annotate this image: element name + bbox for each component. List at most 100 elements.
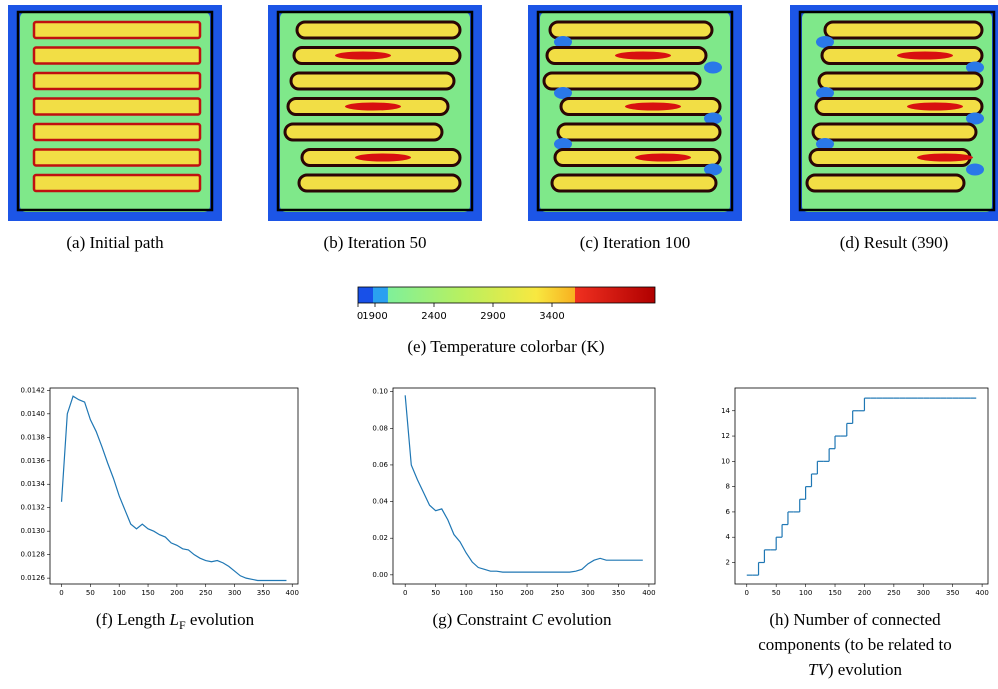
colorbar-tick-label: 0 [357, 311, 363, 322]
heatmap-track [805, 173, 966, 193]
y-tick-label: 0.0132 [21, 504, 46, 512]
heatmap-cold [816, 36, 834, 48]
colorbar-tick-label: 2400 [421, 311, 446, 322]
heatmap-cold [966, 112, 984, 125]
x-tick-label: 200 [858, 589, 871, 597]
y-tick-label: 0.0126 [21, 574, 46, 582]
caption: (h) Number of connected [769, 610, 941, 629]
caption: TV) evolution [808, 660, 902, 679]
x-tick-label: 350 [257, 589, 270, 597]
x-tick-label: 400 [286, 589, 299, 597]
x-tick-label: 400 [642, 589, 655, 597]
heatmap [268, 5, 482, 221]
caption: (g) Constraint C evolution [433, 610, 612, 629]
caption-sub: F [179, 618, 186, 632]
heatmap-track [32, 173, 202, 193]
x-tick-label: 100 [459, 589, 472, 597]
caption-math: L [169, 610, 179, 629]
heatmap-track [823, 20, 984, 40]
heatmap [528, 5, 742, 221]
heatmap-cold [704, 163, 722, 176]
y-tick-label: 4 [726, 533, 731, 541]
heatmap [790, 5, 998, 221]
caption-text: ) evolution [828, 660, 903, 679]
heatmap-track [811, 122, 978, 142]
x-tick-label: 250 [887, 589, 900, 597]
y-tick-label: 0.0134 [21, 480, 46, 488]
data-line [60, 395, 287, 582]
colorbar-ticks: 0 1900 2400 2900 3400 [357, 303, 565, 322]
plot-frame [392, 387, 656, 585]
heatmap-hot [907, 102, 963, 111]
heatmap-cold [554, 138, 572, 150]
colorbar-tick-label: 1900 [362, 311, 387, 322]
y-tick-label: 0.0140 [21, 410, 46, 418]
heatmap-hot [897, 51, 953, 60]
heatmap-cold [966, 61, 984, 74]
y-tick-label: 0.10 [372, 388, 388, 396]
y-tick-label: 0.00 [372, 571, 388, 579]
caption-text: evolution [543, 610, 612, 629]
x-tick-label: 150 [141, 589, 154, 597]
heatmap-hot [635, 153, 691, 162]
heatmap-hot [345, 102, 401, 111]
x-tick-label: 50 [431, 589, 440, 597]
colorbar [357, 286, 656, 304]
heatmap-hot [917, 153, 973, 162]
x-tick-label: 0 [745, 589, 749, 597]
line-chart: 0.0126 0.0128 0.0130 0.0132 0.0134 0.0136 0.01… [21, 386, 299, 597]
y-tick-label: 0.0138 [21, 433, 46, 441]
heatmap-cold [816, 87, 834, 99]
heatmap-track [814, 97, 984, 116]
x-tick-label: 300 [228, 589, 241, 597]
heatmap-track [32, 20, 202, 40]
y-tick-label: 0.02 [372, 534, 388, 542]
y-tick-label: 0.08 [372, 424, 388, 432]
heatmap-hot [355, 153, 411, 162]
x-tick-label: 350 [612, 589, 625, 597]
heatmap-track [297, 173, 462, 193]
heatmap-cold [704, 112, 722, 125]
caption-text: evolution [186, 610, 255, 629]
colorbar-tick-label: 2900 [480, 311, 505, 322]
y-tick-label: 10 [721, 457, 730, 465]
y-tick-label: 0.0142 [21, 386, 46, 394]
heatmap-track [32, 122, 202, 142]
caption: (f) Length LF evolution [96, 610, 255, 632]
colorbar-tick-label: 3400 [539, 311, 564, 322]
caption: (e) Temperature colorbar (K) [407, 337, 604, 356]
y-tick-label: 8 [726, 483, 730, 491]
x-tick-label: 300 [581, 589, 594, 597]
heatmap-track [32, 148, 202, 167]
x-tick-label: 50 [772, 589, 781, 597]
y-tick-label: 2 [726, 559, 730, 567]
heatmap-cold [816, 138, 834, 150]
x-tick-label: 400 [975, 589, 988, 597]
x-tick-label: 150 [828, 589, 841, 597]
x-tick-label: 100 [799, 589, 812, 597]
heatmap-cold [704, 61, 722, 74]
heatmap-track [283, 122, 444, 142]
caption-math: C [532, 610, 544, 629]
caption: components (to be related to [758, 635, 952, 654]
heatmap [8, 5, 222, 221]
plot-frame [734, 387, 989, 585]
x-tick-label: 150 [490, 589, 503, 597]
charts: 0.0126 0.0128 0.0130 0.0132 0.0134 0.0136 0.01… [21, 386, 989, 597]
heatmap-hot [615, 51, 671, 60]
line-chart: 0.00 0.02 0.04 0.06 0.08 0.10 0 50 100 150 200 250 3… [372, 387, 656, 597]
heatmap-track [289, 71, 456, 91]
y-tick-label: 14 [721, 407, 730, 415]
plot-frame [49, 387, 299, 585]
heatmap-track [556, 122, 722, 142]
x-tick-label: 100 [113, 589, 126, 597]
heatmap-track [32, 97, 202, 116]
caption: (a) Initial path [66, 233, 164, 252]
x-tick-label: 350 [946, 589, 959, 597]
x-tick-label: 300 [917, 589, 930, 597]
caption-text: (g) Constraint [433, 610, 532, 629]
heatmaps [8, 5, 998, 221]
heatmap-cold [966, 163, 984, 176]
x-tick-label: 250 [199, 589, 212, 597]
